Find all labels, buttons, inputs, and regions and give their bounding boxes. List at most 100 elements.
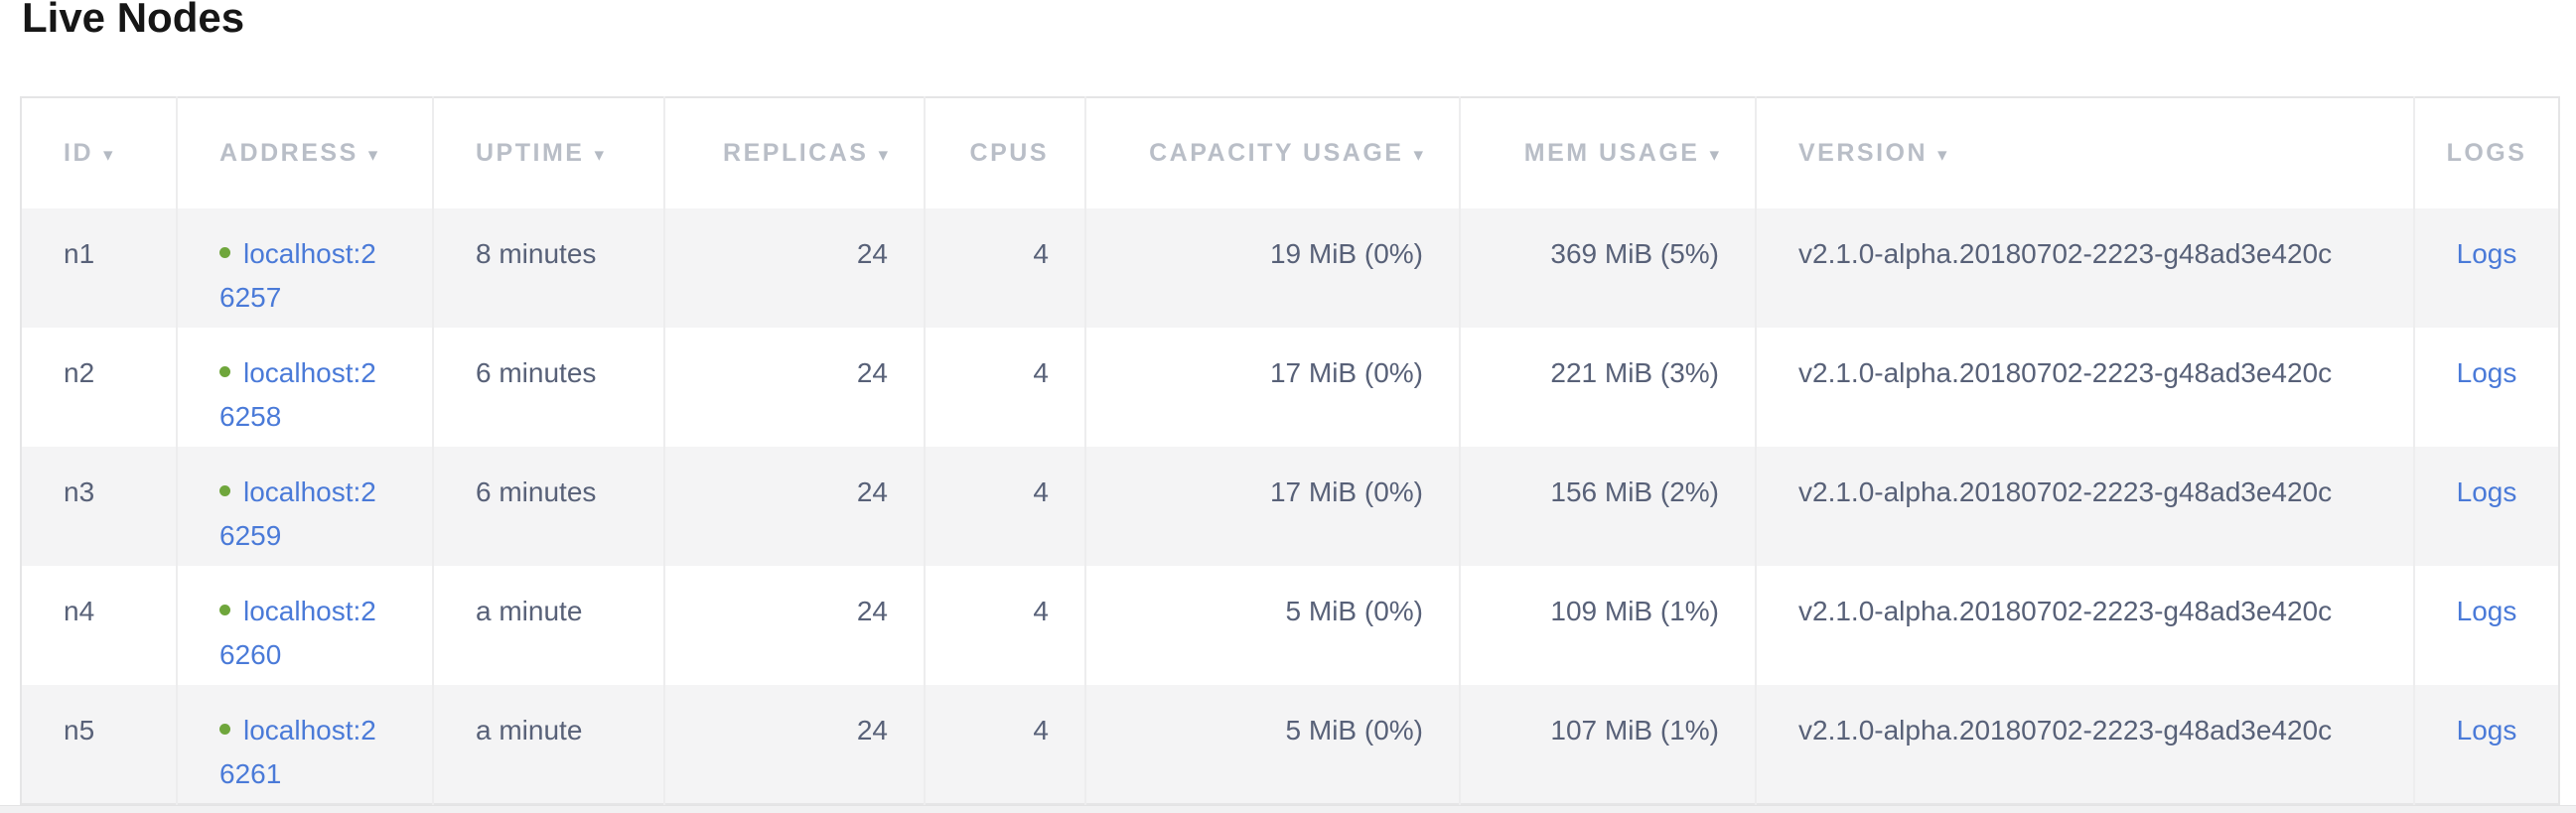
column-header-replicas[interactable]: REPLICAS ▾: [664, 97, 926, 208]
node-live-status-icon: [219, 605, 230, 616]
node-address-line2: 6260: [219, 639, 282, 670]
node-address-cell: localhost:2 6260: [177, 566, 434, 685]
node-address-cell: localhost:2 6257: [177, 208, 434, 328]
table-row: n5 localhost:2 6261 a minute 24 4 5 MiB (0%) 10…: [21, 685, 2559, 804]
node-id-cell: n2: [21, 328, 178, 447]
node-cpus-cell: 4: [925, 208, 1086, 328]
node-mem-usage-cell: 369 MiB (5%): [1460, 208, 1757, 328]
node-version-cell: v2.1.0-alpha.20180702-2223-g48ad3e420c: [1756, 208, 2415, 328]
page-title: Live Nodes: [22, 0, 245, 41]
node-replicas-cell: 24: [664, 566, 926, 685]
column-header-logs: LOGS: [2414, 97, 2559, 208]
sort-arrow-icon: ▾: [878, 145, 888, 166]
node-address-link[interactable]: localhost:2 6258: [219, 357, 396, 439]
node-live-status-icon: [219, 247, 230, 259]
column-header-label: MEM USAGE: [1523, 139, 1700, 167]
node-logs-cell: Logs: [2414, 685, 2559, 804]
column-header-label: REPLICAS: [723, 139, 869, 167]
node-address-line1: localhost:2: [243, 715, 376, 745]
bottom-divider: [0, 805, 2576, 813]
node-address-line2: 6257: [219, 282, 282, 313]
node-cpus-cell: 4: [925, 685, 1086, 804]
node-version-cell: v2.1.0-alpha.20180702-2223-g48ad3e420c: [1756, 328, 2415, 447]
node-uptime-cell: a minute: [433, 566, 665, 685]
node-address-line2: 6261: [219, 758, 282, 789]
node-address-line1: localhost:2: [243, 596, 376, 626]
table-header-row: ID ▾ ADDRESS ▾ UPTIME ▾ REPLICAS ▾ CPUS CAPACITY …: [21, 97, 2559, 208]
column-header-label: CPUS: [969, 139, 1049, 167]
node-address-link[interactable]: localhost:2 6259: [219, 476, 396, 558]
logs-link[interactable]: Logs: [2456, 596, 2517, 626]
node-cpus-cell: 4: [925, 447, 1086, 566]
node-mem-usage-cell: 156 MiB (2%): [1460, 447, 1757, 566]
column-header-label: UPTIME: [476, 139, 585, 167]
node-uptime-cell: 6 minutes: [433, 447, 665, 566]
node-address-line1: localhost:2: [243, 238, 376, 269]
node-logs-cell: Logs: [2414, 328, 2559, 447]
node-version-cell: v2.1.0-alpha.20180702-2223-g48ad3e420c: [1756, 685, 2415, 804]
node-address-cell: localhost:2 6261: [177, 685, 434, 804]
node-id-cell: n5: [21, 685, 178, 804]
node-id-cell: n4: [21, 566, 178, 685]
node-address-line1: localhost:2: [243, 357, 376, 388]
column-header-label: VERSION: [1798, 139, 1929, 167]
node-address-line1: localhost:2: [243, 476, 376, 507]
node-capacity-usage-cell: 17 MiB (0%): [1085, 447, 1461, 566]
logs-link[interactable]: Logs: [2456, 357, 2517, 388]
column-header-label: ADDRESS: [219, 139, 358, 167]
logs-link[interactable]: Logs: [2456, 476, 2517, 507]
column-header-address[interactable]: ADDRESS ▾: [177, 97, 434, 208]
node-mem-usage-cell: 107 MiB (1%): [1460, 685, 1757, 804]
node-live-status-icon: [219, 485, 230, 497]
column-header-label: LOGS: [2446, 139, 2527, 167]
node-address-link[interactable]: localhost:2 6260: [219, 596, 396, 677]
table-row: n1 localhost:2 6257 8 minutes 24 4 19 MiB (0%)…: [21, 208, 2559, 328]
sort-arrow-icon: ▾: [103, 145, 113, 166]
column-header-label: CAPACITY USAGE: [1149, 139, 1404, 167]
node-address-cell: localhost:2 6258: [177, 328, 434, 447]
sort-arrow-icon: ▾: [367, 145, 378, 166]
sort-arrow-icon: ▾: [1709, 145, 1719, 166]
node-live-status-icon: [219, 724, 230, 736]
table-row: n3 localhost:2 6259 6 minutes 24 4 17 MiB (0%)…: [21, 447, 2559, 566]
node-uptime-cell: a minute: [433, 685, 665, 804]
column-header-capacity[interactable]: CAPACITY USAGE ▾: [1085, 97, 1461, 208]
node-logs-cell: Logs: [2414, 208, 2559, 328]
sort-arrow-icon: ▾: [1413, 145, 1423, 166]
node-address-line2: 6258: [219, 401, 282, 432]
logs-link[interactable]: Logs: [2456, 238, 2517, 269]
node-capacity-usage-cell: 5 MiB (0%): [1085, 685, 1461, 804]
node-id-cell: n3: [21, 447, 178, 566]
column-header-label: ID: [64, 139, 93, 167]
table-row: n2 localhost:2 6258 6 minutes 24 4 17 MiB (0%)…: [21, 328, 2559, 447]
node-cpus-cell: 4: [925, 566, 1086, 685]
node-mem-usage-cell: 109 MiB (1%): [1460, 566, 1757, 685]
column-header-version[interactable]: VERSION ▾: [1756, 97, 2415, 208]
logs-link[interactable]: Logs: [2456, 715, 2517, 745]
table-body: n1 localhost:2 6257 8 minutes 24 4 19 MiB (0%)…: [21, 208, 2559, 804]
node-uptime-cell: 6 minutes: [433, 328, 665, 447]
node-address-line2: 6259: [219, 520, 282, 551]
node-id-cell: n1: [21, 208, 178, 328]
node-logs-cell: Logs: [2414, 447, 2559, 566]
node-uptime-cell: 8 minutes: [433, 208, 665, 328]
column-header-id[interactable]: ID ▾: [21, 97, 178, 208]
node-mem-usage-cell: 221 MiB (3%): [1460, 328, 1757, 447]
column-header-uptime[interactable]: UPTIME ▾: [433, 97, 665, 208]
column-header-mem[interactable]: MEM USAGE ▾: [1460, 97, 1757, 208]
node-version-cell: v2.1.0-alpha.20180702-2223-g48ad3e420c: [1756, 447, 2415, 566]
sort-arrow-icon: ▾: [1937, 145, 1947, 166]
node-version-cell: v2.1.0-alpha.20180702-2223-g48ad3e420c: [1756, 566, 2415, 685]
node-capacity-usage-cell: 5 MiB (0%): [1085, 566, 1461, 685]
node-replicas-cell: 24: [664, 447, 926, 566]
node-address-link[interactable]: localhost:2 6257: [219, 238, 396, 320]
node-capacity-usage-cell: 19 MiB (0%): [1085, 208, 1461, 328]
node-live-status-icon: [219, 366, 230, 378]
node-replicas-cell: 24: [664, 328, 926, 447]
node-replicas-cell: 24: [664, 208, 926, 328]
live-nodes-table: ID ▾ ADDRESS ▾ UPTIME ▾ REPLICAS ▾ CPUS CAPACITY …: [20, 96, 2560, 805]
node-address-link[interactable]: localhost:2 6261: [219, 715, 396, 796]
node-cpus-cell: 4: [925, 328, 1086, 447]
column-header-cpus: CPUS: [925, 97, 1086, 208]
sort-arrow-icon: ▾: [594, 145, 604, 166]
